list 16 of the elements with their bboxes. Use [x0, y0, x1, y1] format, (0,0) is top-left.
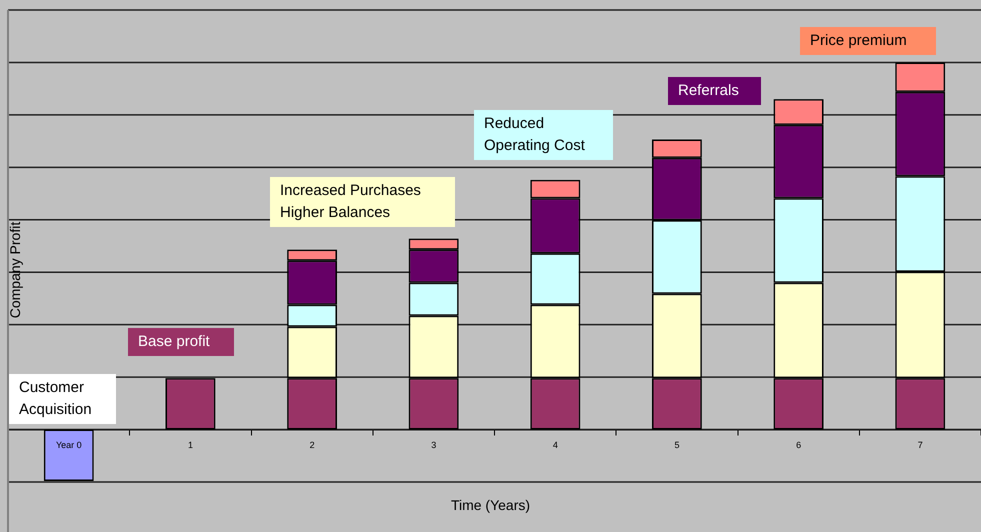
- x-tick-label: 7: [918, 440, 923, 450]
- text: Reduced Operating Cost: [474, 110, 613, 160]
- series-label: Price premium: [800, 27, 936, 55]
- series-label: Customer Acquisition: [9, 374, 116, 424]
- x-tick-label: 1: [188, 440, 193, 450]
- text: Referrals: [668, 77, 761, 105]
- y-axis-title: Company Profit: [7, 220, 23, 320]
- text: Increased Purchases Higher Balances: [270, 177, 455, 227]
- x-axis-title: Time (Years): [450, 497, 532, 513]
- series-label: Base profit: [128, 328, 234, 356]
- x-tick-label: 3: [431, 440, 436, 450]
- x-tick-label: 2: [310, 440, 315, 450]
- x-tick-label: Year 0: [56, 440, 82, 450]
- x-tick-label: 5: [674, 440, 680, 450]
- x-tick-label: 6: [796, 440, 802, 450]
- x-tick-label: 4: [552, 440, 558, 450]
